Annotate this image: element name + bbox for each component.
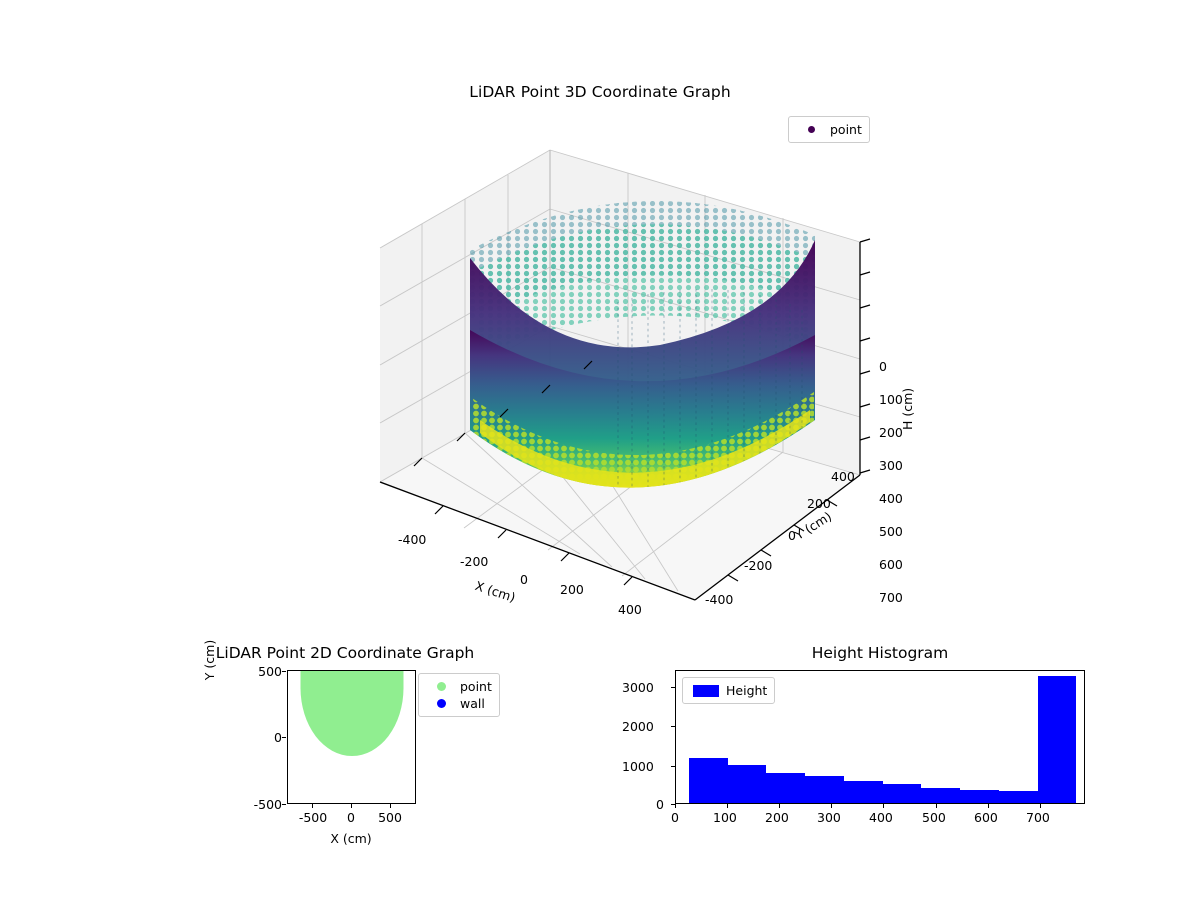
- xtickmarkh-600: [988, 804, 990, 808]
- wall-marker-icon: [426, 699, 456, 708]
- ztick-400: 400: [879, 491, 903, 506]
- panel-hist-title: Height Histogram: [811, 644, 949, 662]
- legend-label-wall-2d: wall: [460, 696, 485, 711]
- histogram-bar: [805, 775, 844, 803]
- ztick-500: 500: [879, 524, 903, 539]
- legend-label-height: Height: [726, 683, 768, 698]
- histogram-bar: [843, 780, 883, 803]
- xtick-400: 400: [618, 602, 642, 617]
- xtickh-600: 600: [974, 810, 998, 825]
- xtick--200: -200: [460, 554, 489, 569]
- xtick2d-500: 500: [378, 810, 402, 825]
- lidar-2d-axes[interactable]: [287, 670, 416, 804]
- ytickh-2000: 2000: [622, 719, 654, 734]
- ytickmark-0: [282, 737, 286, 739]
- axis-label-y-2d: Y (cm): [202, 639, 217, 681]
- xtick2d-0: 0: [347, 810, 355, 825]
- ztick-100: 100: [879, 392, 903, 407]
- xtickh-0: 0: [671, 810, 679, 825]
- legend-label-point: point: [830, 122, 862, 137]
- ztick-0: 0: [879, 359, 887, 374]
- histogram-bar: [960, 789, 999, 803]
- ytickmarkh-3000: [671, 687, 675, 689]
- point-marker-icon: [426, 682, 456, 691]
- panel-3d-title: LiDAR Point 3D Coordinate Graph: [469, 83, 731, 101]
- xtick-0: 0: [520, 572, 528, 587]
- legend-item-point-2d: point: [426, 678, 492, 695]
- xtickmark--500: [312, 804, 314, 808]
- lidar-3d-axes[interactable]: 0 100 200 300 400 500 600 700 H (cm) -40…: [360, 130, 920, 630]
- xtickh-400: 400: [869, 810, 893, 825]
- ztick-600: 600: [879, 557, 903, 572]
- xtickmarkh-400: [883, 804, 885, 808]
- legend-item-height: Height: [690, 682, 767, 699]
- legend-hist[interactable]: Height: [682, 677, 776, 704]
- ytick--400: -400: [705, 592, 734, 607]
- ytickmark--500: [282, 804, 286, 806]
- ztick-700: 700: [879, 590, 903, 605]
- ytick2d--500: -500: [253, 797, 282, 812]
- ytickh-1000: 1000: [622, 759, 654, 774]
- histogram-bar: [921, 788, 961, 803]
- lidar-2d-panel: LiDAR Point 2D Coordinate Graph 500 0 -5…: [150, 640, 570, 870]
- axis-label-h: H (cm): [900, 387, 915, 430]
- ytick2d-500: 500: [258, 664, 282, 679]
- ytick2d-0: 0: [274, 730, 282, 745]
- xtickmarkh-300: [831, 804, 833, 808]
- xtickmarkh-500: [936, 804, 938, 808]
- ytickmark-500: [282, 671, 286, 673]
- ytick-0: 0: [788, 528, 796, 543]
- ytick-400: 400: [831, 469, 855, 484]
- xtickh-500: 500: [922, 810, 946, 825]
- ztick-300: 300: [879, 458, 903, 473]
- xtickmarkh-100: [727, 804, 729, 808]
- xtickh-200: 200: [765, 810, 789, 825]
- legend-3d[interactable]: point: [788, 116, 870, 143]
- histogram-bar: [766, 773, 806, 803]
- xtick2d--500: -500: [298, 810, 328, 825]
- ytick-200: 200: [807, 496, 831, 511]
- scatter-2d-points: [300, 671, 404, 756]
- histogram-bar: [882, 783, 922, 803]
- axes3d-canvas: [379, 149, 871, 601]
- ytickmarkh-1000: [671, 766, 675, 768]
- legend-item-point: point: [796, 121, 862, 138]
- xtickmarkh-700: [1040, 804, 1042, 808]
- ytickmarkh-2000: [671, 726, 675, 728]
- xtickh-100: 100: [713, 810, 737, 825]
- xtickh-300: 300: [817, 810, 841, 825]
- height-swatch-icon: [690, 684, 722, 697]
- xtickh-700: 700: [1026, 810, 1050, 825]
- ytickh-0: 0: [656, 797, 664, 812]
- ytickmarkh-0: [671, 804, 675, 806]
- panel-2d-title: LiDAR Point 2D Coordinate Graph: [215, 644, 475, 662]
- xtick--400: -400: [398, 532, 427, 547]
- xtick-200: 200: [560, 582, 584, 597]
- xtickmarkh-200: [779, 804, 781, 808]
- legend-item-wall-2d: wall: [426, 695, 492, 712]
- ytick--200: -200: [744, 558, 773, 573]
- legend-label-point-2d: point: [460, 679, 492, 694]
- histogram-bar: [727, 764, 767, 803]
- histogram-bar: [688, 758, 728, 803]
- axis-label-x-2d: X (cm): [330, 831, 372, 846]
- ztick-200: 200: [879, 425, 903, 440]
- ytickh-3000: 3000: [622, 680, 654, 695]
- histogram-bar: [1037, 675, 1077, 803]
- legend-2d[interactable]: point wall: [418, 673, 500, 717]
- point-marker-icon: [796, 126, 826, 133]
- xtickmarkh-0: [675, 804, 677, 808]
- height-histogram-panel: Height Histogram 3000 2000 1000 0 0 100 …: [600, 640, 1120, 870]
- xtickmark-500: [390, 804, 392, 808]
- xtickmark-0: [351, 804, 353, 808]
- histogram-bar: [998, 791, 1038, 803]
